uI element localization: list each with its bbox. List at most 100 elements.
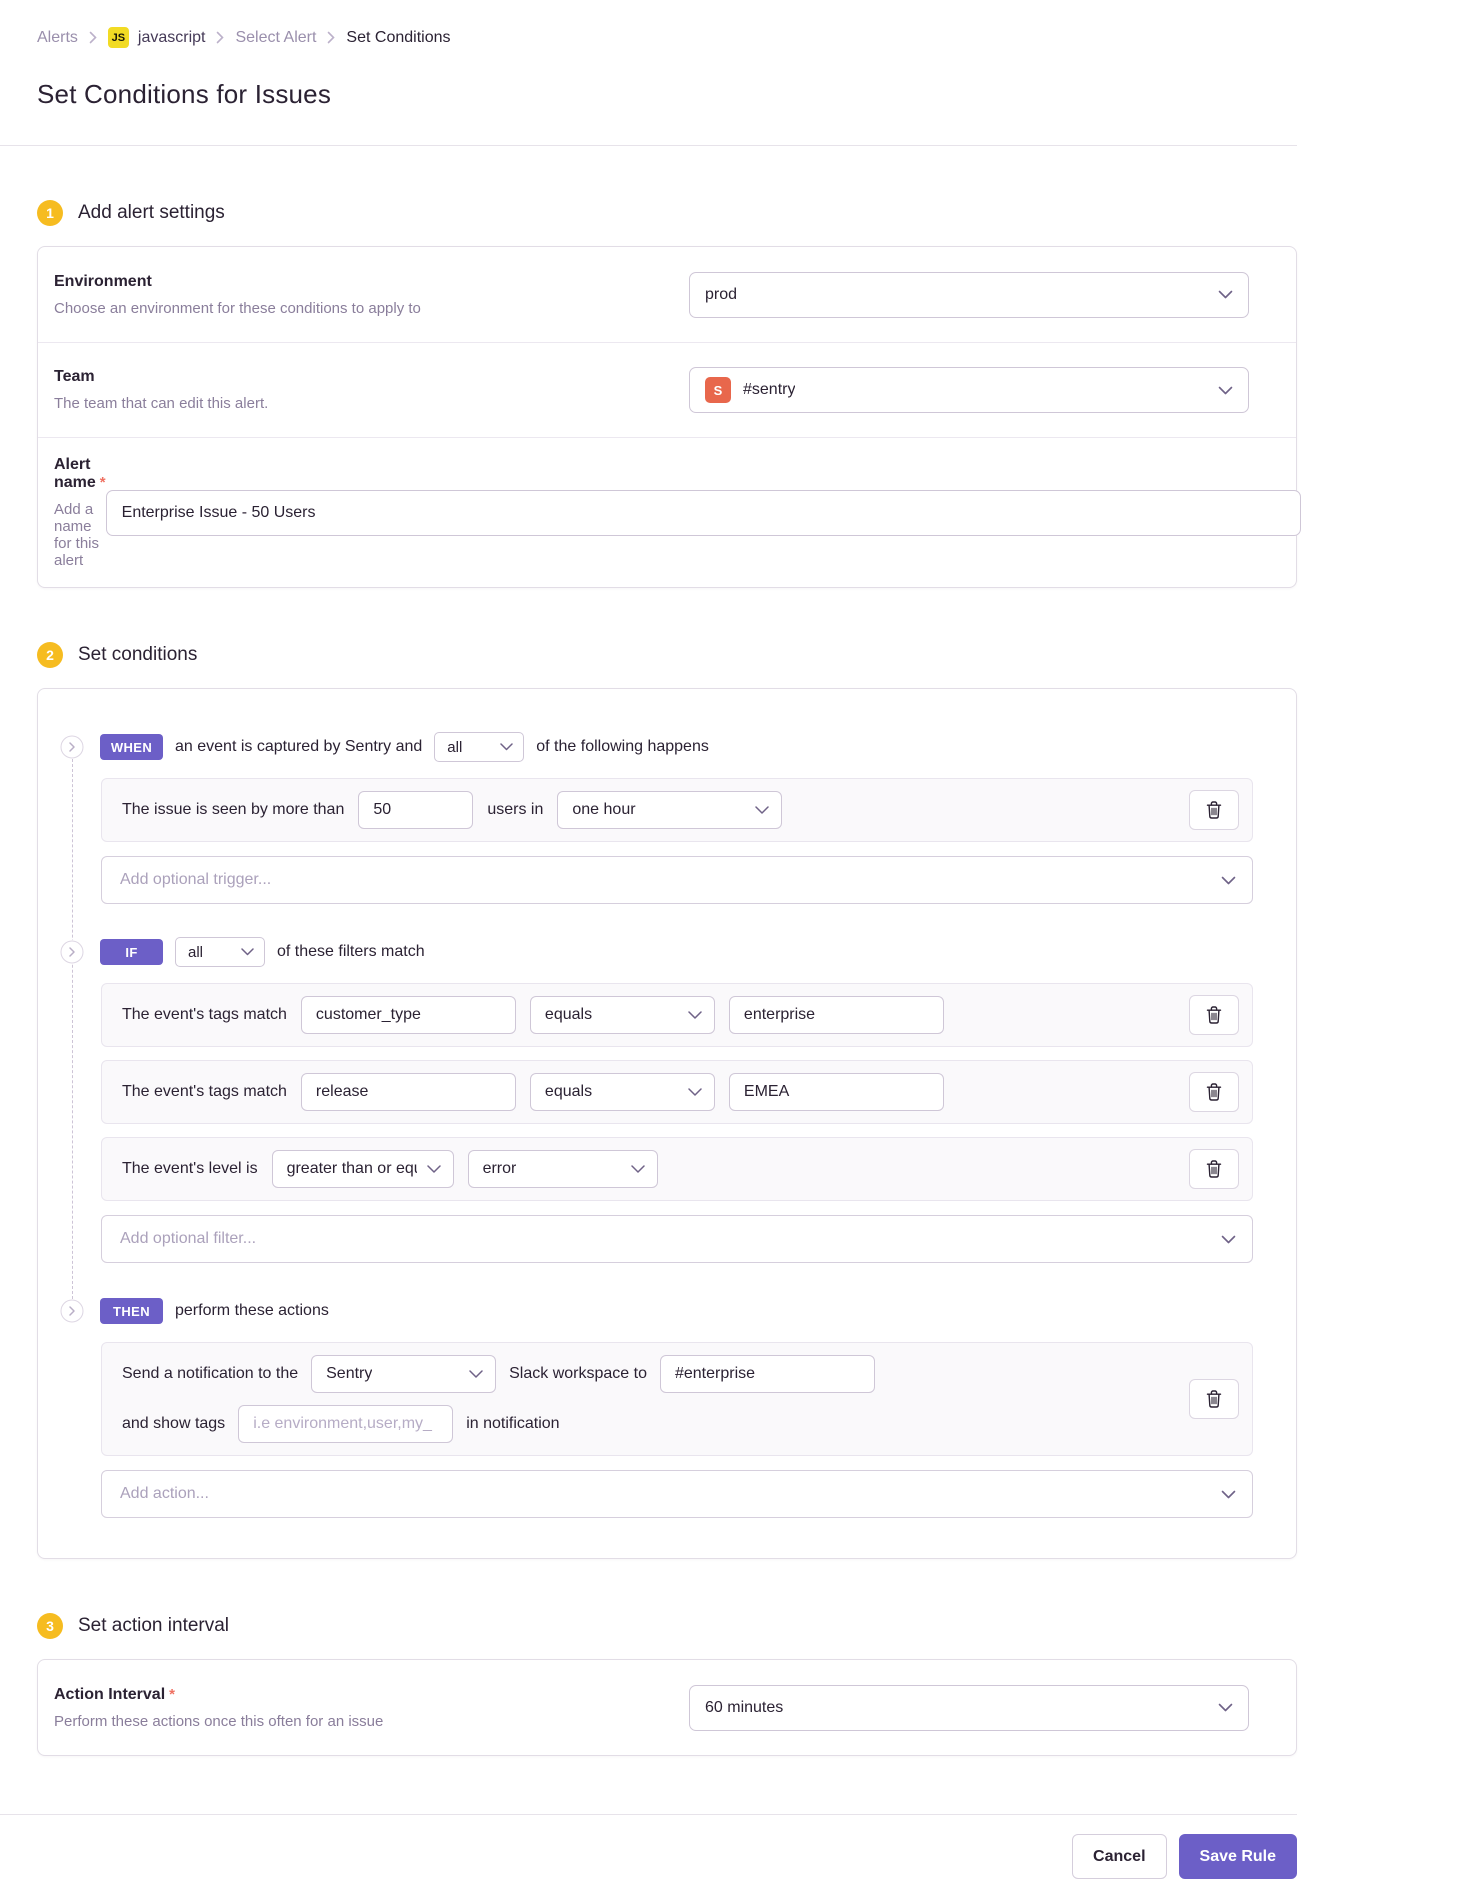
filter-op-select[interactable]: equals — [529, 996, 715, 1034]
environment-select[interactable]: prod — [689, 271, 1249, 318]
level-value-select[interactable]: error — [467, 1150, 658, 1188]
alert-name-input[interactable] — [105, 489, 1301, 536]
add-action-select[interactable]: Add action... — [101, 1470, 1253, 1518]
filter-key-input[interactable] — [300, 996, 516, 1034]
action-interval-labels: Action Interval * Perform these actions o… — [54, 1686, 383, 1730]
breadcrumb-item-select-alert[interactable]: Select Alert — [235, 28, 317, 46]
then-badge: THEN — [100, 1298, 163, 1324]
page-title: Set Conditions for Issues — [37, 79, 332, 109]
step2-heading: Set conditions — [78, 644, 198, 665]
level-op-select[interactable]: greater than or equ — [271, 1150, 454, 1188]
when-match-value: all — [447, 738, 463, 756]
trigger-row: The issue is seen by more than users in … — [101, 778, 1253, 842]
alert-name-labels: Alert name * Add a name for this alert — [54, 456, 106, 569]
tags-input[interactable] — [238, 1405, 454, 1443]
step1-number-badge: 1 — [37, 200, 63, 226]
slack-action-row: Send a notification to the Sentry Slack … — [101, 1342, 1253, 1456]
filter-key-input[interactable] — [300, 1073, 516, 1111]
if-tail-text: of these filters match — [277, 943, 425, 960]
workspace-select[interactable]: Sentry — [311, 1355, 497, 1393]
if-match-select[interactable]: all — [175, 937, 265, 967]
action-text-2: Slack workspace to — [509, 1365, 647, 1382]
team-label: Team — [54, 368, 95, 385]
then-lead-text: perform these actions — [175, 1302, 329, 1319]
breadcrumb-item-project[interactable]: JS javascript — [107, 27, 206, 48]
when-section: WHEN an event is captured by Sentry and … — [60, 732, 1253, 904]
when-match-select[interactable]: all — [434, 732, 525, 762]
level-filter-row: The event's level is greater than or equ… — [101, 1137, 1253, 1201]
step3-number-badge: 3 — [37, 1613, 63, 1639]
trigger-interval-value: one hour — [572, 801, 636, 818]
save-rule-button[interactable]: Save Rule — [1178, 1834, 1297, 1879]
step1-heading: Add alert settings — [78, 202, 225, 223]
if-header: IF all of these filters match — [60, 937, 1253, 967]
add-trigger-placeholder: Add optional trigger... — [120, 871, 272, 888]
trash-icon — [1206, 1390, 1222, 1408]
action-text-3: and show tags — [122, 1415, 226, 1432]
filter-label: The event's tags match — [122, 1006, 287, 1023]
environment-labels: Environment Choose an environment for th… — [54, 273, 421, 317]
action-interval-select[interactable]: 60 minutes — [689, 1684, 1249, 1731]
cancel-button[interactable]: Cancel — [1072, 1834, 1167, 1879]
filter-value-input[interactable] — [728, 1073, 944, 1111]
chevron-down-icon — [241, 948, 254, 956]
chevron-circle-icon — [60, 1299, 84, 1323]
trigger-interval-select[interactable]: one hour — [557, 791, 783, 829]
chevron-down-icon — [630, 1165, 645, 1173]
team-name: #sentry — [743, 381, 796, 398]
action-lines: Send a notification to the Sentry Slack … — [122, 1355, 1189, 1443]
trash-icon — [1206, 801, 1222, 819]
when-badge: WHEN — [100, 734, 163, 760]
if-match-value: all — [188, 943, 204, 961]
chevron-down-icon — [755, 806, 770, 814]
level-op-value: greater than or equ — [286, 1160, 417, 1177]
step3-heading: Set action interval — [78, 1615, 230, 1636]
trash-icon — [1206, 1083, 1222, 1101]
action-interval-help: Perform these actions once this often fo… — [54, 1712, 384, 1730]
breadcrumb-separator-icon — [327, 31, 336, 44]
team-select[interactable]: S #sentry — [689, 367, 1249, 413]
add-filter-select[interactable]: Add optional filter... — [101, 1215, 1253, 1263]
filter-op-value: equals — [544, 1083, 593, 1100]
footer-actions: Cancel Save Rule — [37, 1834, 1297, 1879]
delete-trigger-button[interactable] — [1189, 790, 1239, 830]
breadcrumb-current: Set Conditions — [346, 28, 451, 46]
action-interval-label: Action Interval * — [54, 1685, 175, 1703]
trigger-count-input[interactable] — [358, 791, 474, 829]
delete-filter-button[interactable] — [1189, 1149, 1239, 1189]
chevron-down-icon — [500, 743, 514, 751]
action-interval-value: 60 minutes — [705, 1698, 784, 1716]
delete-action-button[interactable] — [1189, 1379, 1239, 1419]
delete-filter-button[interactable] — [1189, 995, 1239, 1035]
step3-header: 3 Set action interval — [37, 1613, 1297, 1639]
chevron-down-icon — [688, 1011, 702, 1019]
trash-icon — [1206, 1006, 1222, 1024]
action-text-1: Send a notification to the — [122, 1365, 299, 1382]
chevron-down-icon — [1218, 290, 1233, 299]
trigger-text-2: users in — [487, 801, 544, 818]
chevron-circle-icon — [60, 735, 84, 759]
when-lead-text: an event is captured by Sentry and — [175, 738, 423, 755]
chevron-down-icon — [469, 1370, 483, 1378]
breadcrumb-project-label: javascript — [137, 28, 206, 46]
filter-op-value: equals — [544, 1006, 593, 1023]
step2-header: 2 Set conditions — [37, 642, 1297, 668]
action-interval-row: Action Interval * Perform these actions o… — [38, 1660, 1296, 1755]
level-filter-label: The event's level is — [122, 1160, 258, 1177]
alert-name-label: Alert name * — [54, 456, 106, 491]
trigger-text-1: The issue is seen by more than — [122, 801, 345, 818]
chevron-down-icon — [426, 1165, 441, 1173]
filter-row: The event's tags match equals — [101, 983, 1253, 1047]
step2-number-badge: 2 — [37, 642, 63, 668]
chevron-circle-icon — [60, 940, 84, 964]
environment-help: Choose an environment for these conditio… — [54, 299, 421, 317]
channel-input[interactable] — [659, 1355, 875, 1393]
filter-value-input[interactable] — [728, 996, 944, 1034]
breadcrumb-item-alerts[interactable]: Alerts — [37, 28, 78, 46]
delete-filter-button[interactable] — [1189, 1072, 1239, 1112]
when-header: WHEN an event is captured by Sentry and … — [60, 732, 1253, 762]
filter-op-select[interactable]: equals — [529, 1073, 715, 1111]
footer-divider — [0, 1814, 1297, 1815]
environment-select-value: prod — [705, 285, 738, 303]
add-trigger-select[interactable]: Add optional trigger... — [101, 856, 1253, 904]
